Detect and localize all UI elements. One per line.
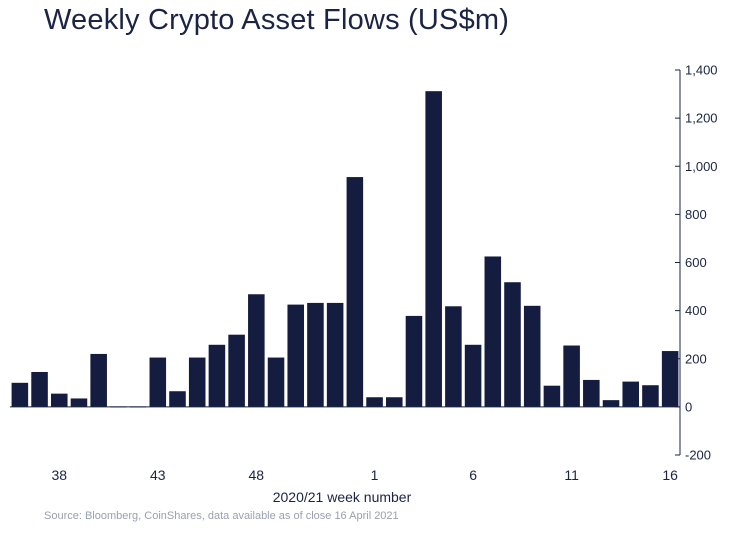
bar-week-16 <box>661 351 679 407</box>
bar-week-36 <box>11 382 29 407</box>
bar-week-48 <box>248 294 265 407</box>
bar-week-37 <box>31 371 48 407</box>
y-tick-label: 800 <box>685 207 707 222</box>
bars-group <box>11 91 679 408</box>
x-tick-label: 43 <box>150 467 166 483</box>
bar-week-6 <box>464 344 482 407</box>
bar-week-5 <box>445 306 462 407</box>
bar-week-7 <box>484 256 502 407</box>
axes-group <box>10 69 681 456</box>
bar-week-53 <box>346 177 364 407</box>
chart-title: Weekly Crypto Asset Flows (US$m) <box>44 4 510 36</box>
y-tick-label: 200 <box>685 351 707 366</box>
bar-week-4 <box>425 91 442 407</box>
y-tick-label: 400 <box>685 303 707 318</box>
bar-week-50 <box>287 304 305 407</box>
x-tick-label: 6 <box>469 467 477 483</box>
bar-week-51 <box>307 302 324 407</box>
x-tick-label: 48 <box>249 467 265 483</box>
bar-week-46 <box>208 344 226 407</box>
bar-week-2 <box>385 397 403 407</box>
bar-week-11 <box>563 345 580 407</box>
y-tick-label: 1,200 <box>685 111 718 126</box>
bar-week-40 <box>90 353 107 407</box>
bar-week-9 <box>523 305 541 407</box>
y-tick-labels: -200 0 200 400 600 800 1,000 1,200 1,400 <box>685 63 718 463</box>
bar-week-47 <box>228 334 245 407</box>
x-tick-labels: 38 43 48 1 6 11 16 <box>51 467 678 483</box>
bar-week-44 <box>169 391 186 407</box>
y-tick-label: 600 <box>685 255 707 270</box>
bar-week-1 <box>366 397 383 407</box>
x-axis-label: 2020/21 week number <box>273 489 412 505</box>
bar-week-39 <box>70 398 88 407</box>
bar-week-3 <box>405 315 423 407</box>
y-tick-label: 1,000 <box>685 159 718 174</box>
bar-week-12 <box>583 379 600 407</box>
bar-week-13 <box>602 400 620 407</box>
bar-week-15 <box>642 385 659 407</box>
bar-week-38 <box>50 393 68 407</box>
bar-week-14 <box>622 381 640 407</box>
x-tick-label: 16 <box>662 467 678 483</box>
bar-week-52 <box>326 302 344 407</box>
source-note: Source: Bloomberg, CoinShares, data avai… <box>44 510 399 522</box>
bar-week-10 <box>543 385 561 407</box>
x-tick-label: 1 <box>371 467 379 483</box>
x-tick-label: 38 <box>51 467 67 483</box>
y-tick-label: 1,400 <box>685 63 718 78</box>
bar-week-8 <box>504 282 521 407</box>
y-tick-label: 0 <box>685 399 692 414</box>
y-tick-label: -200 <box>685 448 711 463</box>
x-tick-label: 11 <box>564 467 579 483</box>
bar-week-49 <box>267 357 285 407</box>
bar-week-45 <box>188 357 206 407</box>
bar-week-43 <box>149 357 167 407</box>
